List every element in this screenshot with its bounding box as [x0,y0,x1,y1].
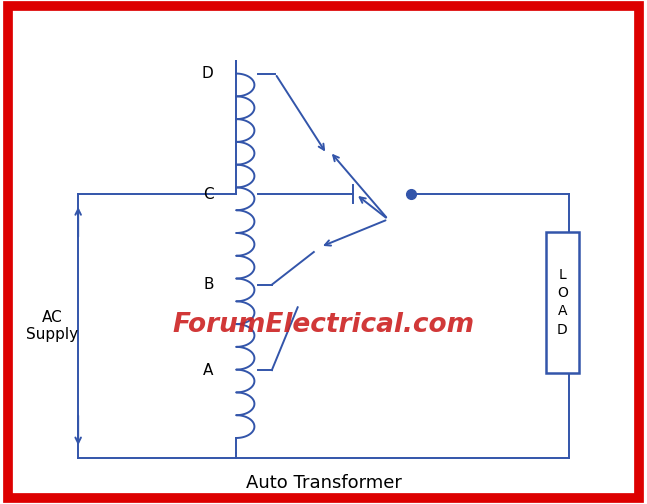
Text: L
O
A
D: L O A D [557,268,568,337]
Text: AC
Supply: AC Supply [27,310,78,342]
Text: B: B [203,277,214,292]
FancyBboxPatch shape [546,232,578,372]
Text: D: D [202,66,214,81]
Text: C: C [203,186,214,202]
Text: Auto Transformer: Auto Transformer [246,474,401,492]
Text: ForumElectrical.com: ForumElectrical.com [173,312,474,338]
Text: A: A [203,362,214,377]
